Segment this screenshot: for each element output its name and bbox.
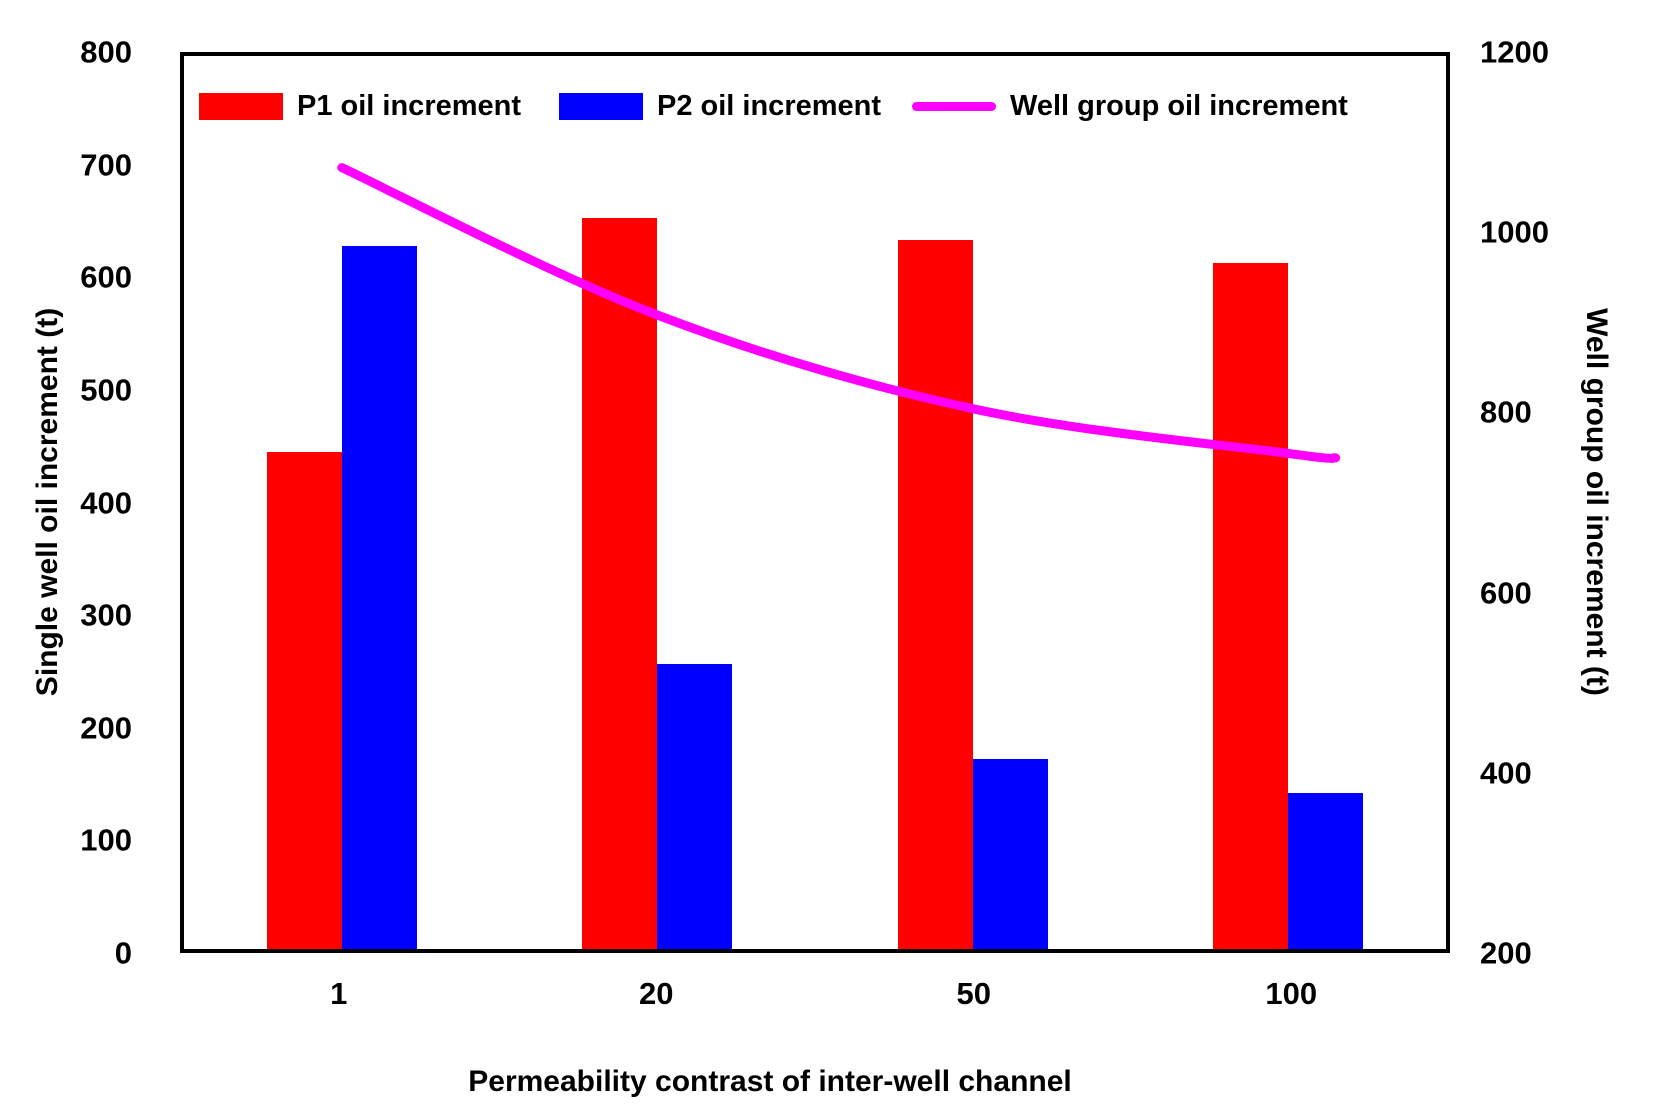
x-axis-tick: 1	[330, 976, 348, 1011]
right-axis-tick: 400	[1480, 755, 1532, 791]
well-group-line	[337, 163, 1341, 463]
left-axis-tick: 300	[80, 597, 132, 633]
left-axis-tick: 500	[80, 372, 132, 408]
left-axis-tick: 600	[80, 259, 132, 295]
bar-p2-cat50	[972, 759, 1048, 949]
right-axis-tick: 600	[1480, 575, 1532, 611]
legend: P1 oil increment P2 oil increment Well g…	[184, 86, 1446, 126]
right-axis-tick: 1200	[1480, 34, 1549, 70]
legend-item-wellgroup: Well group oil increment	[912, 86, 1348, 126]
legend-item-p2: P2 oil increment	[559, 86, 881, 126]
right-axis-title: Well group oil increment (t)	[1580, 308, 1613, 696]
bar-p1-cat1	[266, 452, 342, 949]
well-group-line-swatch	[912, 101, 996, 111]
x-axis-title: Permeability contrast of inter-well chan…	[468, 1065, 1072, 1098]
legend-label-p2: P2 oil increment	[657, 89, 882, 122]
bar-p2-cat1	[341, 245, 417, 949]
x-axis-tick: 50	[956, 976, 991, 1011]
line-layer	[337, 163, 1341, 463]
right-axis-tick: 800	[1480, 394, 1532, 430]
left-axis-tick: 200	[80, 710, 132, 746]
p1-swatch	[199, 92, 283, 120]
left-axis-tick: 0	[114, 935, 132, 971]
right-axis-tick: 1000	[1480, 214, 1549, 250]
left-axis-tick: 100	[80, 822, 132, 858]
legend-label-wellgroup: Well group oil increment	[1010, 89, 1348, 122]
p2-swatch	[559, 92, 643, 120]
left-axis-tick: 800	[80, 34, 132, 70]
left-axis-tick: 700	[80, 147, 132, 183]
bar-p2-cat100	[1288, 792, 1364, 949]
x-axis-tick: 20	[639, 976, 674, 1011]
bar-p1-cat20	[582, 217, 658, 949]
left-axis-tick: 400	[80, 485, 132, 520]
x-axis-tick: 100	[1265, 976, 1318, 1011]
bar-p1-cat50	[897, 240, 973, 949]
legend-label-p1: P1 oil increment	[297, 89, 522, 122]
right-axis-tick: 200	[1480, 935, 1532, 971]
plot-area: P1 oil increment P2 oil increment Well g…	[180, 52, 1450, 953]
bar-p1-cat100	[1213, 262, 1289, 949]
bar-p2-cat20	[657, 664, 733, 949]
legend-item-p1: P1 oil increment	[199, 86, 521, 126]
